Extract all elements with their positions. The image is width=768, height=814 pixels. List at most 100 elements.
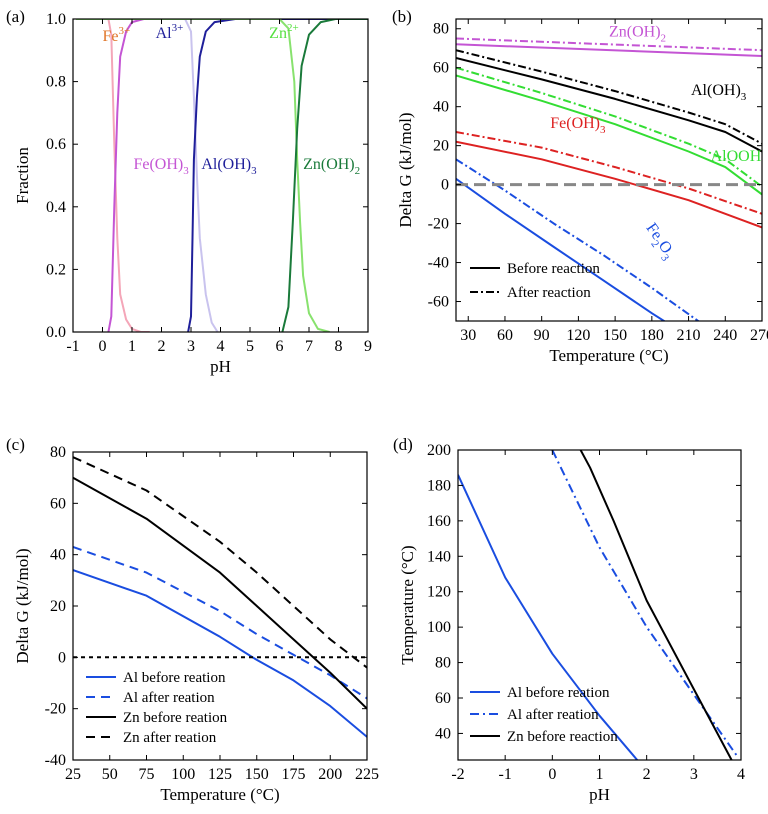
x-tick-label: 2 bbox=[158, 338, 166, 355]
x-tick-label: 3 bbox=[690, 766, 698, 783]
legend: Al before reation Al after reation Zn befo… bbox=[86, 670, 228, 746]
y-tick-label: 20 bbox=[50, 598, 66, 615]
series-line-al-before-reation bbox=[73, 569, 367, 738]
x-axis-label: pH bbox=[589, 785, 610, 804]
plot-border bbox=[72, 18, 369, 333]
y-tick-label: 0 bbox=[441, 177, 449, 194]
series-line-zn-before-reaction bbox=[579, 450, 733, 760]
series-line-zn-oh-2 bbox=[281, 19, 368, 332]
y-tick-label: -20 bbox=[428, 216, 449, 233]
y-axis-label: Fraction bbox=[13, 147, 32, 204]
panel-b: (b) 30 60 90 120 150 180 210 240 270 -60 -40 -20 0 20 4… bbox=[392, 7, 768, 365]
series-line-al3- bbox=[76, 19, 219, 332]
y-tick-label: 180 bbox=[427, 477, 451, 494]
x-axis-label: pH bbox=[210, 357, 231, 376]
y-tick-label: 0.6 bbox=[46, 136, 66, 153]
x-axis-label: Temperature (°C) bbox=[549, 346, 668, 365]
series-line-zn-after-reation bbox=[73, 456, 367, 669]
x-tick-label: 90 bbox=[534, 327, 550, 344]
y-tick-label: 120 bbox=[427, 584, 451, 601]
series-line-al-oh-3-before bbox=[456, 57, 762, 153]
annotation: Zn2+ bbox=[269, 22, 299, 42]
plot-border bbox=[457, 449, 742, 761]
y-tick-label: 0.0 bbox=[46, 324, 66, 341]
series-line-fe2o3-before bbox=[456, 177, 666, 321]
legend: Before reaction After reaction bbox=[470, 261, 600, 301]
x-tick-label: 225 bbox=[355, 766, 379, 783]
annotation: Zn(OH)2 bbox=[609, 24, 666, 45]
x-tick-label: 210 bbox=[677, 327, 701, 344]
y-tick-label: 40 bbox=[50, 547, 66, 564]
x-tick-label: 125 bbox=[208, 766, 232, 783]
legend-label: Al after reation bbox=[507, 707, 599, 723]
series-line-fe-oh-3-before bbox=[456, 140, 762, 229]
y-tick-label: 100 bbox=[427, 619, 451, 636]
y-tick-label: 80 bbox=[433, 21, 449, 38]
x-tick-label: 75 bbox=[139, 766, 155, 783]
x-tick-label: 150 bbox=[603, 327, 627, 344]
series-line-zn2- bbox=[76, 19, 330, 332]
annotation: Fe(OH)3 bbox=[550, 115, 606, 136]
panel-label: (c) bbox=[6, 435, 25, 454]
legend-label: Zn before reation bbox=[123, 710, 228, 726]
x-tick-label: 25 bbox=[65, 766, 81, 783]
panel-label: (b) bbox=[392, 7, 412, 26]
legend-label: After reaction bbox=[507, 285, 591, 301]
y-tick-label: 60 bbox=[433, 60, 449, 77]
x-tick-label: -1 bbox=[499, 766, 512, 783]
annotation: Fe2O3 bbox=[639, 220, 679, 264]
series-line-fe3- bbox=[76, 19, 150, 332]
y-tick-label: -20 bbox=[45, 701, 66, 718]
x-tick-label: 1 bbox=[128, 338, 136, 355]
x-tick-label: 8 bbox=[335, 338, 343, 355]
x-tick-label: 180 bbox=[640, 327, 664, 344]
legend-label: Zn after reation bbox=[123, 730, 217, 746]
series-line-al-after-reation bbox=[73, 546, 367, 700]
panel-label: (d) bbox=[393, 435, 413, 454]
x-tick-label: 30 bbox=[460, 327, 476, 344]
series-group bbox=[76, 19, 368, 332]
panel-label: (a) bbox=[6, 7, 25, 26]
x-tick-label: 5 bbox=[246, 338, 254, 355]
y-tick-label: 200 bbox=[427, 442, 451, 459]
annotation: Fe(OH)3 bbox=[133, 156, 189, 177]
y-tick-label: -60 bbox=[428, 294, 449, 311]
legend-label: Al before reation bbox=[123, 670, 226, 686]
y-tick-label: 0.8 bbox=[46, 74, 66, 91]
x-tick-label: 7 bbox=[305, 338, 313, 355]
x-tick-label: 240 bbox=[713, 327, 737, 344]
annotation: AlOOH bbox=[711, 148, 762, 165]
x-tick-label: 0 bbox=[99, 338, 107, 355]
y-tick-label: 60 bbox=[435, 690, 451, 707]
series-line-alooh-after bbox=[456, 66, 762, 188]
x-tick-label: 50 bbox=[102, 766, 118, 783]
y-tick-label: 1.0 bbox=[46, 11, 66, 28]
series-group bbox=[73, 456, 367, 738]
annotation: Al(OH)3 bbox=[691, 82, 747, 103]
y-tick-label: 60 bbox=[50, 495, 66, 512]
series-line-zn-oh-2-before bbox=[456, 43, 762, 57]
x-tick-label: 1 bbox=[596, 766, 604, 783]
x-tick-label: 175 bbox=[282, 766, 306, 783]
y-tick-label: 0.2 bbox=[46, 261, 66, 278]
y-axis-label: Temperature (°C) bbox=[398, 545, 417, 664]
series-line-fe-oh-3-after bbox=[456, 131, 762, 215]
x-tick-label: 60 bbox=[497, 327, 513, 344]
y-tick-label: 80 bbox=[50, 444, 66, 461]
x-tick-label: 270 bbox=[750, 327, 768, 344]
plot-border bbox=[455, 18, 763, 322]
series-line-alooh-before bbox=[456, 74, 762, 196]
annotation: Zn(OH)2 bbox=[303, 156, 360, 177]
x-axis-label: Temperature (°C) bbox=[160, 785, 279, 804]
x-tick-label: 3 bbox=[187, 338, 195, 355]
y-tick-label: 80 bbox=[435, 655, 451, 672]
series-group bbox=[456, 37, 762, 321]
panel-d: (d) -2 -1 0 1 2 3 4 40 60 80 100 120 140 160 180 200 pH Te… bbox=[393, 435, 745, 804]
y-tick-label: -40 bbox=[428, 255, 449, 272]
y-tick-label: 140 bbox=[427, 548, 451, 565]
x-tick-label: 100 bbox=[171, 766, 195, 783]
x-tick-label: 150 bbox=[245, 766, 269, 783]
series-line-al-before-reation bbox=[458, 474, 638, 760]
annotation: Al3+ bbox=[156, 22, 184, 42]
y-tick-label: 40 bbox=[433, 99, 449, 116]
